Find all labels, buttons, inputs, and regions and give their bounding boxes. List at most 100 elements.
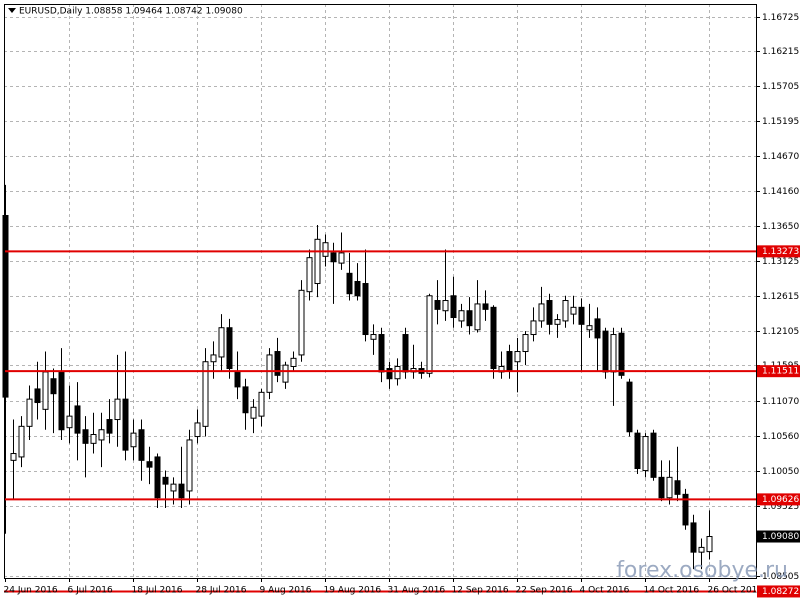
- candle-body: [330, 252, 337, 263]
- chart-title: EURUSD,Daily 1.08858 1.09464 1.08742 1.0…: [19, 7, 243, 17]
- candle-body: [2, 215, 9, 398]
- candle-body: [234, 371, 241, 388]
- candle-body: [178, 483, 185, 499]
- candle-body: [442, 300, 449, 312]
- candle-body: [402, 334, 409, 373]
- x-tick-label: 12 Sep 2016: [452, 586, 509, 596]
- y-tick-label: 1.16725: [762, 13, 799, 23]
- candle-body: [378, 334, 385, 373]
- x-tick-label: 6 Jul 2016: [68, 586, 113, 596]
- candle-body: [674, 480, 681, 495]
- candle-body: [450, 295, 457, 319]
- y-tick-label: 1.13650: [762, 222, 799, 232]
- last-price-label: 1.09080: [762, 532, 799, 542]
- candle-body: [82, 429, 89, 444]
- candle-body: [218, 327, 225, 358]
- candle-body: [306, 257, 313, 293]
- candle-body: [474, 303, 481, 331]
- candle-body: [370, 334, 377, 340]
- candle-body: [642, 436, 649, 472]
- candle-body: [706, 536, 713, 553]
- candle-body: [282, 364, 289, 383]
- candle-body: [266, 354, 273, 393]
- candle-body: [522, 334, 529, 353]
- x-tick-label: 14 Oct 2016: [644, 586, 700, 596]
- candle-body: [466, 310, 473, 327]
- menu-arrow: [8, 8, 16, 13]
- level-label: 1.08272: [762, 587, 799, 597]
- candle-body: [66, 415, 73, 429]
- candle-body: [210, 354, 217, 363]
- candle-body: [586, 325, 593, 331]
- candle-body: [530, 320, 537, 336]
- candle-body: [434, 300, 441, 310]
- candle-body: [610, 334, 617, 373]
- last-price-box: [757, 530, 800, 543]
- plot-frame: [4, 4, 757, 579]
- x-tick-label: 28 Jul 2016: [196, 586, 247, 596]
- y-tick-label: 1.10050: [762, 467, 799, 477]
- x-tick-label: 24 Jun 2016: [4, 586, 58, 596]
- candle-body: [570, 306, 577, 315]
- candle-body: [602, 330, 609, 373]
- candle-body: [322, 242, 329, 257]
- x-tick-label: 18 Jul 2016: [132, 586, 183, 596]
- candle-body: [202, 361, 209, 427]
- candle-body: [186, 439, 193, 492]
- candle-body: [226, 327, 233, 370]
- y-tick-label: 1.15705: [762, 82, 799, 92]
- level-label: 1.13273: [762, 247, 799, 257]
- candle-body: [346, 272, 353, 295]
- candle-body: [242, 386, 249, 414]
- y-tick-label: 1.16215: [762, 47, 799, 57]
- level-label: 1.09626: [762, 495, 799, 505]
- candle-body: [578, 306, 585, 325]
- y-tick-label: 1.09525: [762, 502, 799, 512]
- candle-body: [18, 425, 25, 458]
- candle-body: [122, 398, 129, 451]
- candle-body: [90, 434, 97, 444]
- candle-body: [362, 283, 369, 336]
- candles: [2, 184, 713, 570]
- candle-body: [482, 303, 489, 310]
- candle-body: [34, 388, 41, 404]
- candle-body: [146, 461, 153, 468]
- candle-body: [618, 332, 625, 376]
- candle-body: [426, 295, 433, 374]
- level-label-box: [757, 493, 800, 506]
- candle-body: [458, 310, 465, 322]
- candle-body: [130, 432, 137, 448]
- candle-body: [538, 303, 545, 322]
- candle-body: [10, 453, 17, 461]
- candle-body: [354, 280, 361, 297]
- candle-body: [394, 365, 401, 380]
- level-label-box: [757, 245, 800, 258]
- candle-body: [98, 429, 105, 441]
- x-tick-label: 26 Oct 2016: [708, 586, 764, 596]
- candle-body: [386, 368, 393, 380]
- candle-body: [274, 351, 281, 376]
- y-tick-label: 1.11070: [762, 397, 799, 407]
- x-tick-label: 9 Aug 2016: [260, 586, 312, 596]
- y-tick-label: 1.14670: [762, 152, 799, 162]
- y-tick-label: 1.12105: [762, 327, 799, 337]
- level-label: 1.11511: [762, 367, 799, 377]
- y-tick-label: 1.08505: [762, 572, 799, 582]
- candle-body: [634, 432, 641, 470]
- y-tick-label: 1.14160: [762, 187, 799, 197]
- x-tick-label: 31 Aug 2016: [388, 586, 446, 596]
- y-tick-label: 1.13125: [762, 257, 799, 267]
- candle-body: [490, 306, 497, 370]
- candle-body: [338, 252, 345, 264]
- level-label-box: [757, 365, 800, 378]
- candle-body: [250, 406, 257, 419]
- candle-body: [106, 419, 113, 434]
- x-tick-label: 19 Aug 2016: [324, 586, 382, 596]
- y-tick-label: 1.15195: [762, 117, 799, 127]
- candle-body: [506, 351, 513, 372]
- candle-body: [650, 432, 657, 478]
- candle-body: [258, 391, 265, 417]
- level-label-box: [757, 585, 800, 598]
